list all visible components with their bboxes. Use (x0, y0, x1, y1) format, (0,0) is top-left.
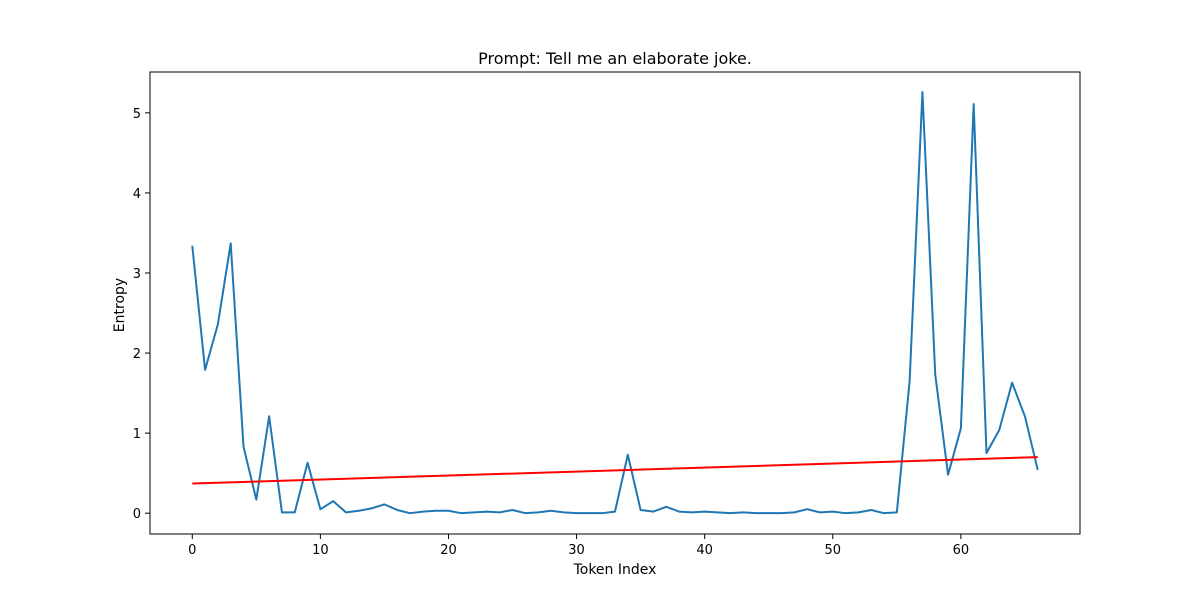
plot-area: 0 10 20 30 40 50 60 0 1 2 3 4 5 (133, 71, 1081, 558)
axes-frame (149, 71, 1081, 535)
y-tick-label: 4 (133, 187, 141, 202)
series-line-0 (191, 91, 1039, 515)
x-tick-label: 30 (568, 543, 585, 558)
x-tick-label: 60 (953, 543, 970, 558)
x-tick-label: 10 (312, 543, 329, 558)
y-tick-label: 3 (133, 267, 141, 282)
x-tick-label: 50 (824, 543, 841, 558)
y-tick-label: 2 (133, 347, 141, 362)
series-line-1 (192, 456, 1038, 485)
x-tick-label: 0 (188, 543, 196, 558)
y-axis-label: Entropy (112, 278, 128, 332)
x-tick-label: 20 (440, 543, 457, 558)
x-tick-label: 40 (696, 543, 713, 558)
y-tick-label: 1 (133, 427, 141, 442)
x-axis-label: Token Index (573, 562, 657, 578)
y-tick-label: 5 (133, 107, 141, 122)
y-tick-label: 0 (133, 507, 141, 522)
chart-title: Prompt: Tell me an elaborate joke. (478, 49, 752, 68)
